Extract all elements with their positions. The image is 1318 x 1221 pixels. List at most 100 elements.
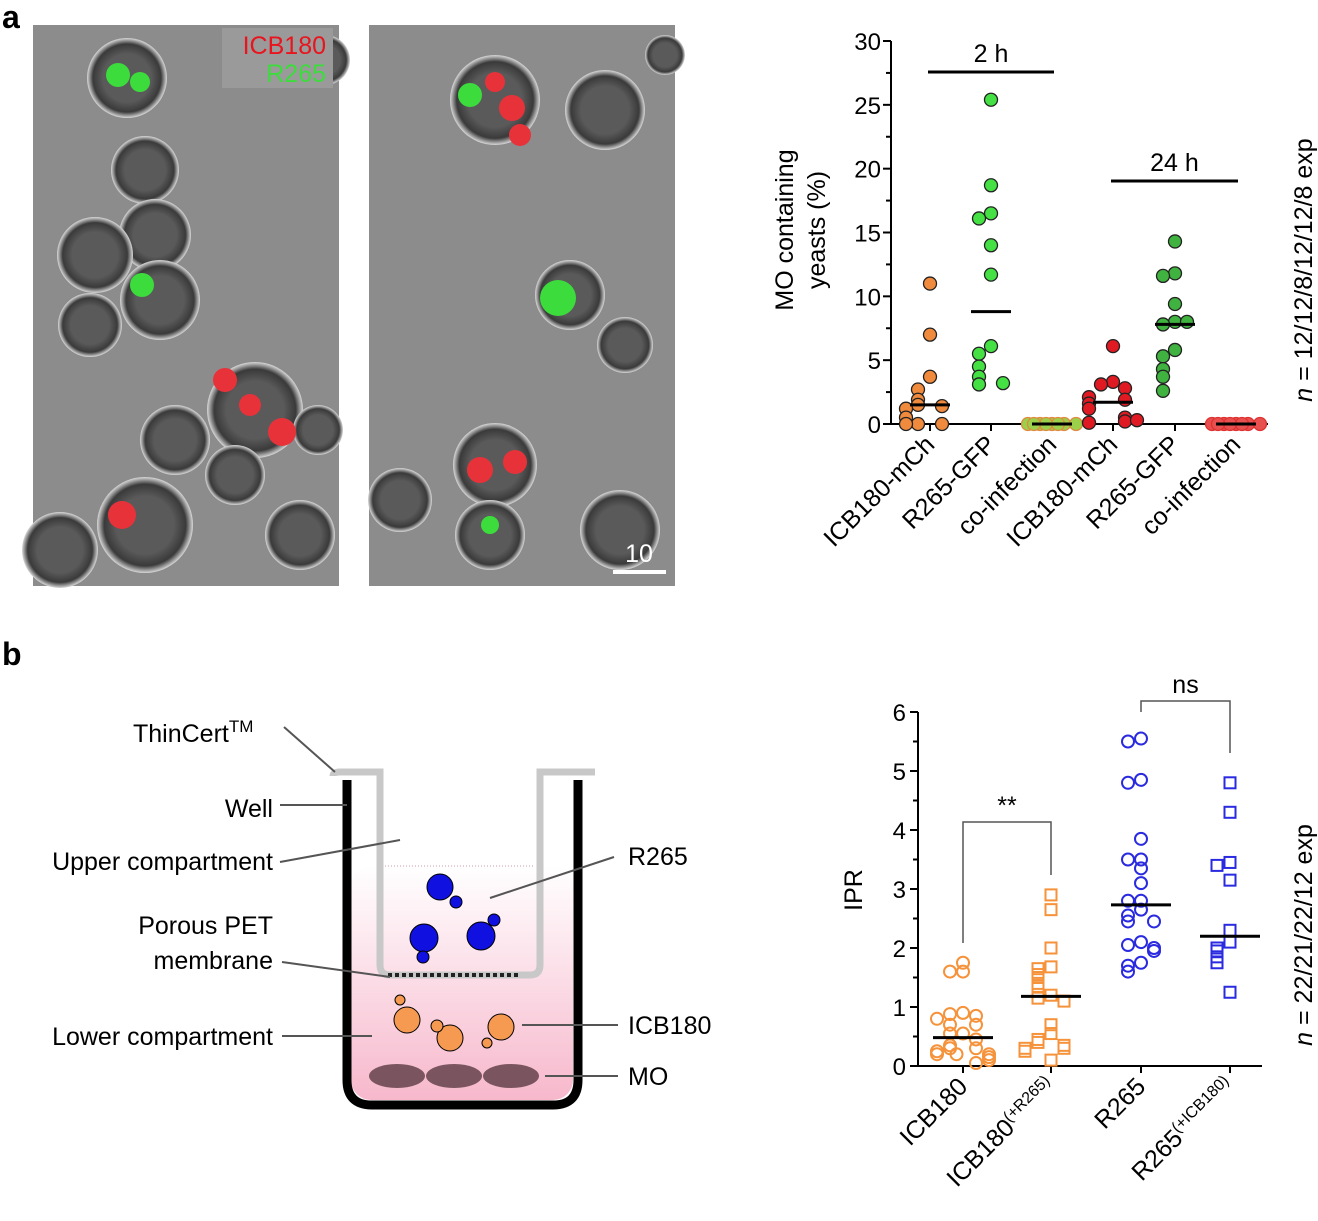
- y-tick-label: 1: [893, 995, 906, 1022]
- data-point: [1018, 1044, 1032, 1058]
- data-point: [1223, 985, 1237, 999]
- data-point: [1223, 873, 1237, 887]
- data-point: [1121, 893, 1135, 908]
- data-point: [1147, 914, 1161, 929]
- data-point: [1155, 349, 1171, 364]
- mo-cell: [483, 1064, 539, 1088]
- data-point: [1121, 852, 1135, 867]
- well-wall: [342, 780, 583, 1110]
- data-point: [949, 1047, 964, 1062]
- data-point: [1057, 1041, 1071, 1055]
- data-point: [1117, 392, 1133, 407]
- data-point: [983, 267, 999, 282]
- data-point: [922, 327, 938, 342]
- data-point: [995, 375, 1011, 391]
- data-point: [1093, 377, 1109, 392]
- mo-cells: [369, 1064, 539, 1088]
- transwell-diagram: ThinCertTM Well Upper compartment Porous…: [52, 717, 711, 1110]
- legend-r265: R265: [266, 60, 326, 88]
- data-point: [1117, 414, 1133, 429]
- data-point: [1147, 943, 1161, 958]
- icb180-cell: [393, 1006, 421, 1034]
- data-point: [1167, 234, 1183, 249]
- r265-cell: [416, 950, 430, 964]
- data-point: [1223, 776, 1237, 790]
- data-point: [1044, 960, 1058, 974]
- data-point: [969, 1017, 983, 1032]
- y-tick-label: 0: [868, 412, 881, 439]
- data-point: [1223, 923, 1237, 937]
- icb180-cell: [430, 1019, 444, 1033]
- data-point: [1134, 831, 1148, 846]
- data-point: [1167, 296, 1183, 312]
- icb180-cell: [487, 1013, 515, 1041]
- data-point: [943, 1017, 957, 1032]
- data-point: [1155, 369, 1171, 384]
- micrograph-left: [22, 25, 350, 588]
- data-point: [1121, 914, 1135, 929]
- label-lower: Lower compartment: [52, 1023, 273, 1051]
- data-point: [1105, 338, 1121, 354]
- data-point: [1105, 374, 1121, 390]
- label-r265: R265: [628, 843, 688, 871]
- data-point: [1031, 1032, 1045, 1046]
- data-point: [1044, 1027, 1058, 1041]
- data-point: [969, 1056, 983, 1071]
- data-point: [1179, 314, 1195, 330]
- data-point: [1031, 991, 1045, 1005]
- x-tick-label: R265: [1089, 1072, 1151, 1134]
- y-tick-label: 6: [893, 700, 906, 727]
- micrograph-right: 10: [368, 25, 685, 586]
- icb180-cell: [481, 1037, 493, 1049]
- data-point: [1081, 415, 1097, 430]
- data-point: [971, 377, 987, 392]
- data-point: [943, 1007, 957, 1022]
- group-label: 2 h: [974, 40, 1009, 68]
- scale-bar: [613, 570, 666, 574]
- data-point: [922, 276, 938, 291]
- chart-a-n-label: n = 12/12/8/12/12/8 exp: [1290, 138, 1318, 401]
- data-point: [1018, 1041, 1032, 1055]
- data-point: [943, 964, 957, 979]
- y-tick-label: 2: [893, 936, 906, 963]
- data-point: [983, 206, 999, 221]
- panel-label-a: a: [2, 0, 20, 35]
- data-point: [910, 416, 926, 432]
- icb180-cell: [436, 1024, 464, 1052]
- y-tick-label: 10: [854, 284, 881, 311]
- data-point: [1044, 888, 1058, 902]
- r265-cell: [426, 873, 454, 901]
- data-point: [1121, 938, 1135, 953]
- data-point: [969, 1041, 983, 1056]
- data-point: [1155, 268, 1171, 284]
- r265-cell: [449, 895, 463, 909]
- r265-cell: [466, 921, 496, 951]
- label-icb180: ICB180: [628, 1012, 711, 1040]
- r265-cell: [409, 923, 439, 953]
- data-point: [898, 416, 914, 432]
- scale-bar-label: 10: [625, 540, 653, 568]
- data-point: [934, 416, 950, 432]
- y-tick-label: 5: [893, 759, 906, 786]
- panel-label-b: b: [2, 636, 22, 672]
- chart-a-ylabel-1: MO containing: [771, 149, 799, 310]
- data-point: [930, 1047, 944, 1062]
- label-porous-2: membrane: [154, 947, 274, 975]
- data-point: [1044, 941, 1058, 955]
- icb180-cell: [394, 994, 406, 1006]
- y-tick-label: 25: [854, 93, 881, 120]
- y-tick-label: 30: [854, 29, 881, 56]
- chart-b-n-label: n = 22/21/22/12 exp: [1290, 824, 1318, 1046]
- data-point: [1031, 1035, 1045, 1049]
- mo-cell: [369, 1064, 425, 1088]
- data-point: [930, 1011, 944, 1026]
- data-point: [1134, 935, 1148, 950]
- data-point: [983, 92, 999, 107]
- r265-cell: [487, 913, 501, 927]
- data-point: [1210, 858, 1224, 872]
- data-point: [969, 1032, 983, 1047]
- data-point: [971, 211, 987, 226]
- data-point: [983, 338, 999, 354]
- r265-cells: [409, 873, 501, 964]
